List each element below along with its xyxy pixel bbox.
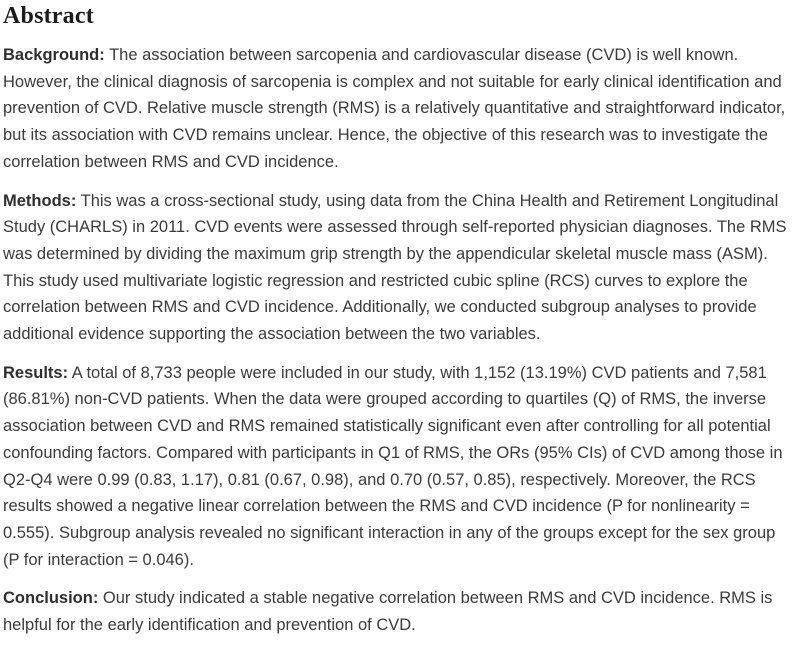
results-label: Results: (3, 363, 69, 382)
abstract-section: Abstract Background: The association bet… (3, 3, 793, 638)
results-text: A total of 8,733 people were included in… (3, 363, 783, 569)
paragraph-results: Results: A total of 8,733 people were in… (3, 360, 793, 574)
paragraph-conclusion: Conclusion: Our study indicated a stable… (3, 585, 793, 638)
background-text: The association between sarcopenia and c… (3, 46, 786, 171)
methods-text: This was a cross-sectional study, using … (3, 191, 787, 344)
methods-label: Methods: (3, 191, 77, 210)
abstract-heading: Abstract (3, 3, 94, 29)
paragraph-background: Background: The association between sarc… (3, 42, 793, 176)
conclusion-text: Our study indicated a stable negative co… (3, 589, 773, 635)
background-label: Background: (3, 46, 105, 64)
conclusion-label: Conclusion: (3, 589, 99, 608)
paragraph-methods: Methods: This was a cross-sectional stud… (3, 188, 793, 348)
